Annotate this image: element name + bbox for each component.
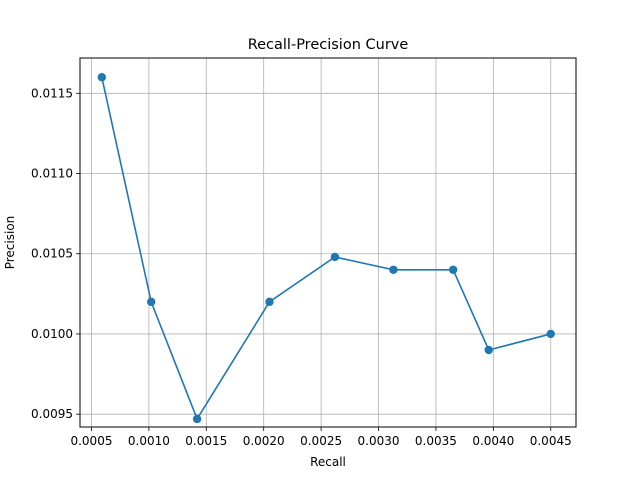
y-tick-label: 0.0110	[31, 167, 73, 181]
x-tick-label: 0.0005	[70, 434, 112, 448]
x-tick-label: 0.0025	[300, 434, 342, 448]
series-line	[101, 77, 551, 421]
x-tick-label: 0.0035	[415, 434, 457, 448]
data-point	[146, 297, 156, 307]
y-tick-label: 0.0115	[31, 86, 73, 100]
chart-title: Recall-Precision Curve	[248, 37, 409, 53]
y-tick-label: 0.0095	[31, 407, 73, 421]
x-axis-label: Recall	[310, 455, 346, 469]
x-tick-label: 0.0015	[185, 434, 227, 448]
data-point	[546, 329, 555, 339]
data-point	[330, 252, 340, 262]
y-axis-label: Precision	[3, 216, 17, 270]
y-tick-label: 0.0100	[31, 327, 73, 341]
y-tick-label: 0.0105	[31, 247, 73, 261]
data-point	[97, 73, 107, 82]
x-tick-label: 0.0030	[358, 434, 400, 448]
grid-layer	[80, 58, 576, 427]
ticks-layer: 0.0005 0.0010 0.0015 0.0020 0.0025 0.0030 0.00…	[31, 86, 572, 448]
data-point	[448, 265, 458, 274]
data-point	[192, 414, 202, 424]
x-tick-label: 0.0045	[530, 434, 572, 448]
data-point	[265, 297, 274, 307]
x-tick-label: 0.0010	[128, 434, 170, 448]
x-tick-label: 0.0020	[243, 434, 285, 448]
plot-frame	[79, 57, 577, 428]
series-layer	[97, 73, 555, 424]
data-point	[389, 265, 398, 274]
data-point	[484, 345, 493, 355]
x-tick-label: 0.0040	[472, 434, 514, 448]
